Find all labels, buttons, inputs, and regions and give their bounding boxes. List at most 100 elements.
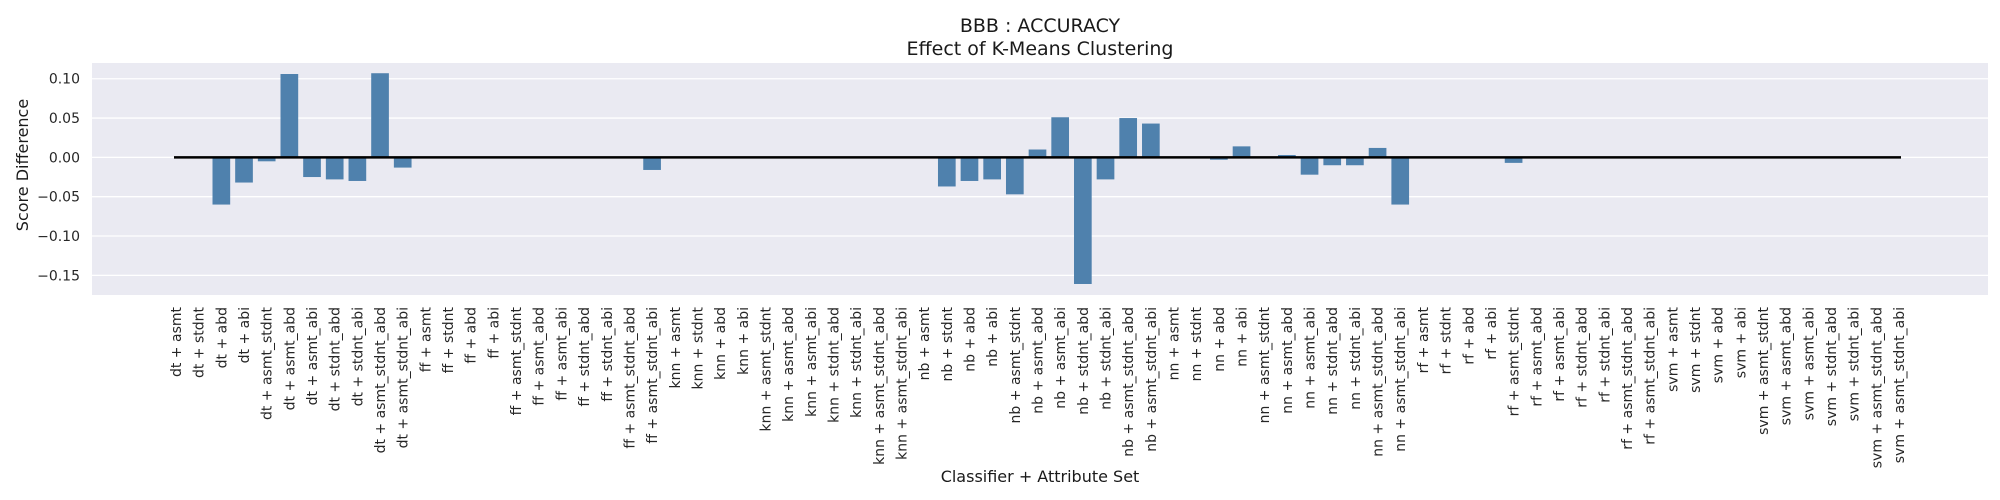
x-tick-label: svm + stdnt_abd — [1824, 307, 1840, 426]
bar — [212, 157, 231, 205]
x-tick-label: nb + asmt_abd — [1031, 307, 1047, 414]
x-tick-label: nb + abd — [962, 307, 978, 372]
x-tick-label: ff + asmt_abi — [554, 307, 570, 401]
x-tick-label: knn + asmt_stdnt_abd — [872, 307, 888, 465]
plot-area — [92, 63, 1988, 295]
bar — [1368, 147, 1387, 158]
bar — [1391, 157, 1410, 205]
x-tick-label: nb + asmt_stdnt_abi — [1144, 307, 1160, 452]
x-tick-label: dt + asmt_stdnt_abd — [373, 307, 389, 453]
x-tick-label: ff + asmt_abd — [532, 307, 548, 406]
x-tick-label: svm + stdnt_abi — [1847, 307, 1863, 421]
bar — [1323, 157, 1342, 166]
x-tick-label: dt + abi — [237, 307, 253, 363]
bar — [1119, 118, 1138, 158]
x-tick-label: nn + asmt_abd — [1280, 307, 1296, 414]
bars — [212, 73, 1523, 284]
x-tick-label: nn + asmt_abi — [1303, 307, 1319, 409]
x-tick-label: ff + asmt_stdnt — [509, 306, 525, 415]
x-tick-label: rf + asmt_stdnt_abd — [1620, 307, 1636, 450]
y-tick-label: 0.00 — [49, 150, 80, 166]
x-tick-label: svm + asmt_stdnt_abi — [1892, 307, 1908, 463]
chart-subtitle: Effect of K-Means Clustering — [907, 38, 1174, 60]
x-tick-label: nb + stdnt_abd — [1076, 307, 1092, 415]
x-tick-label: rf + abd — [1461, 307, 1477, 365]
x-tick-label: knn + asmt_stdnt_abi — [894, 307, 910, 460]
x-tick-label: ff + stdnt_abi — [600, 307, 616, 402]
x-tick-label: svm + abi — [1733, 307, 1749, 378]
x-tick-label: knn + asmt_abd — [781, 307, 797, 422]
x-tick-label: svm + stdnt — [1688, 307, 1704, 393]
x-tick-label: ff + asmt_stdnt_abi — [645, 307, 661, 444]
x-tick-label: nb + asmt — [917, 306, 933, 380]
bar — [643, 157, 661, 170]
x-tick-label: svm + asmt_stdnt_abd — [1869, 307, 1885, 468]
bar — [1005, 157, 1024, 195]
x-tick-label: knn + asmt — [668, 306, 684, 388]
x-tick-label: nb + stdnt_abi — [1099, 307, 1115, 410]
x-tick-label: nb + asmt_stdnt_abd — [1121, 307, 1137, 457]
x-tick-label: rf + abi — [1484, 307, 1500, 360]
x-tick-label: nn + asmt_stdnt_abi — [1393, 307, 1409, 452]
x-tick-label: ff + abi — [486, 307, 502, 359]
x-tick-label: dt + asmt — [169, 306, 185, 377]
x-tick-label: ff + abd — [464, 307, 480, 364]
x-tick-label: rf + asmt_stdnt_abi — [1643, 307, 1659, 445]
x-tick-labels: dt + asmt dt + stdnt dt + abd dt + abi dt + … — [169, 306, 1908, 468]
x-tick-label: dt + asmt_stdnt_abi — [396, 307, 412, 448]
x-tick-label: dt + stdnt_abd — [328, 307, 344, 411]
chart-title: BBB : ACCURACY — [960, 15, 1121, 37]
bar — [960, 157, 979, 181]
x-tick-label: dt + stdnt — [192, 306, 208, 378]
bar — [937, 157, 956, 187]
x-tick-label: rf + stdnt_abd — [1575, 307, 1591, 408]
x-tick-label: nb + abi — [985, 307, 1001, 367]
bar — [303, 157, 321, 178]
x-tick-label: nb + stdnt — [940, 307, 956, 382]
x-tick-label: knn + abi — [736, 307, 752, 375]
x-tick-label: svm + asmt — [1665, 307, 1681, 392]
x-tick-label: dt + asmt_stdnt — [260, 306, 276, 420]
x-tick-label: rf + stdnt — [1439, 307, 1455, 375]
bar — [1028, 149, 1047, 158]
x-tick-label: knn + stdnt_abd — [826, 307, 842, 423]
bar — [1300, 157, 1319, 175]
x-tick-label: rf + asmt_stdnt — [1507, 307, 1523, 417]
x-tick-label: nn + asmt — [1167, 307, 1183, 381]
x-tick-label: nn + stdnt_abd — [1325, 307, 1341, 415]
x-tick-label: ff + stdnt_abd — [577, 307, 593, 407]
x-tick-label: dt + abd — [214, 307, 230, 368]
y-tick-label: −0.10 — [37, 229, 80, 245]
bar — [1504, 157, 1523, 163]
x-tick-label: knn + asmt_abi — [804, 307, 820, 417]
y-tick-label: −0.05 — [37, 190, 80, 206]
x-tick-label: nn + abd — [1212, 307, 1228, 372]
x-tick-label: nn + abi — [1235, 307, 1251, 367]
bar — [983, 157, 1001, 180]
x-tick-label: knn + asmt_stdnt — [758, 307, 774, 432]
bar — [1051, 117, 1070, 158]
y-tick-label: 0.10 — [49, 72, 80, 88]
x-tick-label: rf + asmt_abd — [1529, 307, 1545, 407]
x-tick-label: ff + asmt_stdnt_abd — [622, 307, 638, 449]
x-tick-label: rf + asmt — [1416, 307, 1432, 374]
x-tick-label: svm + abd — [1711, 307, 1727, 383]
bar — [280, 74, 299, 158]
bar — [348, 157, 367, 181]
bar — [393, 157, 412, 168]
x-tick-label: svm + asmt_abi — [1801, 307, 1817, 420]
x-tick-label: nb + asmt_abi — [1053, 307, 1069, 409]
bar — [325, 157, 344, 180]
x-tick-label: nn + stdnt_abi — [1348, 307, 1364, 410]
x-tick-label: knn + stdnt — [690, 307, 706, 390]
x-tick-label: knn + abd — [713, 307, 729, 380]
x-tick-label: nn + stdnt — [1189, 307, 1205, 382]
x-tick-label: ff + asmt — [418, 306, 434, 372]
x-axis-label: Classifier + Attribute Set — [941, 467, 1140, 486]
x-tick-label: nn + asmt_stdnt_abd — [1371, 307, 1387, 457]
y-tick-labels: 0.10 0.05 0.00 −0.05 −0.10 −0.15 — [37, 72, 80, 285]
bar — [235, 157, 253, 183]
y-tick-label: 0.05 — [49, 111, 80, 127]
x-tick-label: knn + stdnt_abi — [849, 307, 865, 418]
